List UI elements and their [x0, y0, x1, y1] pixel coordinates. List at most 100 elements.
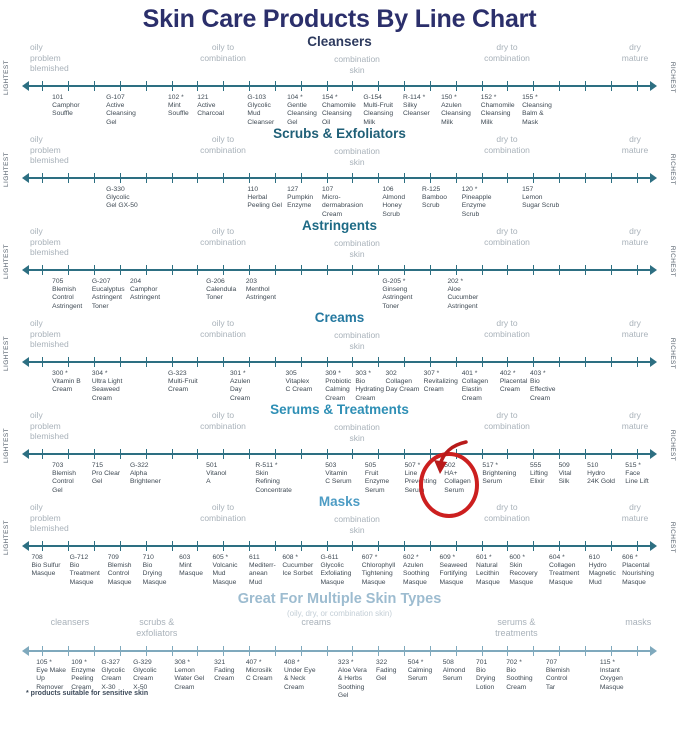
product-label[interactable]: 305 Vitaplex C Cream [286, 370, 313, 395]
product-label[interactable]: 309 * Probiotic Calming Cream [325, 370, 351, 403]
product-name: Blemish Control Gel [52, 470, 76, 494]
product-label[interactable]: 110 Herbal Peeling Gel [247, 186, 282, 211]
product-label[interactable]: 715 Pro Clear Gel [92, 462, 120, 487]
product-label[interactable]: 517 * Brightening Serum [482, 462, 516, 487]
product-label[interactable]: G-205 * Ginseng Astringent Toner [382, 278, 412, 311]
product-label[interactable]: 301 * Azulen Day Cream [230, 370, 250, 403]
product-label[interactable]: 702 * Bio Soothing Cream [506, 659, 532, 692]
product-label[interactable]: 501 Vitanol A [206, 462, 226, 487]
product-label[interactable]: 102 * Mint Souffle [168, 94, 189, 119]
product-label[interactable]: 402 * Placental Cream [500, 370, 528, 395]
product-name: Bio Treatment Masque [69, 562, 100, 586]
product-label[interactable]: 601 * Natural Lecithin Masque [476, 554, 500, 587]
product-label[interactable]: G-154 Multi-Fruit Cleansing Milk [363, 94, 393, 127]
product-label[interactable]: 603 Mint Masque [179, 554, 203, 579]
product-label[interactable]: 120 * Pineapple Enzyme Scrub [462, 186, 492, 219]
product-label[interactable]: 606 * Placental Nourishing Masque [622, 554, 654, 587]
product-label[interactable]: 107 Micro- dermabrasion Cream [322, 186, 363, 219]
product-label[interactable]: 509 Vital Silk [559, 462, 572, 487]
product-label[interactable]: 101 Camphor Souffle [52, 94, 80, 119]
product-axis [22, 80, 657, 92]
product-label[interactable]: 608 * Cucumber Ice Sorbet [282, 554, 313, 579]
product-label[interactable]: G-330 Glycolic Gel GX-50 [106, 186, 138, 211]
product-label[interactable]: 202 * Aloe Cucumber Astringent [447, 278, 478, 311]
product-label[interactable]: 607 * Chlorophyll Tightening Masque [362, 554, 395, 587]
product-label[interactable]: 408 * Under Eye & Neck Cream [284, 659, 316, 692]
product-label[interactable]: G-322 Alpha Brightener [130, 462, 161, 487]
product-label[interactable]: G-103 Glycolic Mud Cleanser [247, 94, 274, 127]
product-label[interactable]: 503 Vitamin C Serum [325, 462, 351, 487]
product-name: Aloe Cucumber Astringent [447, 286, 479, 310]
product-label[interactable]: 401 * Collagen Elastin Cream [462, 370, 488, 403]
product-label[interactable]: 304 * Ultra Light Seaweed Cream [92, 370, 122, 403]
product-label[interactable]: 127 Pumpkin Enzyme [287, 186, 313, 211]
product-label[interactable]: 611 Mediterr- anean Mud [249, 554, 276, 587]
product-label[interactable]: 115 * Instant Oxygen Masque [600, 659, 624, 692]
product-label[interactable]: 705 Blemish Control Astringent [52, 278, 82, 311]
product-name: Bio Soothing Cream [506, 667, 533, 691]
product-label[interactable]: R-125 Bamboo Scrub [422, 186, 447, 211]
product-label[interactable]: 710 Bio Drying Masque [143, 554, 167, 587]
product-label[interactable]: G-206 Calendula Toner [206, 278, 236, 303]
product-label[interactable]: 701 Bio Drying Lotion [476, 659, 495, 692]
product-label[interactable]: 515 * Face Line Lift [625, 462, 648, 487]
axis-tick [429, 449, 431, 459]
product-label[interactable]: 502 HA+ Collagen Serum [444, 462, 470, 495]
product-code: 600 * [509, 554, 525, 561]
product-label[interactable]: 504 * Calming Serum [408, 659, 433, 684]
product-name: Alpha Brightener [129, 470, 161, 486]
product-label[interactable]: G-611 Glycolic Exfoliating Masque [320, 554, 351, 587]
product-label[interactable]: 303 * Bio Hydrating Cream [355, 370, 384, 403]
product-label[interactable]: 609 * Seaweed Fortifying Masque [440, 554, 468, 587]
axis-tick [119, 646, 121, 656]
product-label[interactable]: 602 * Azulen Soothing Masque [403, 554, 429, 587]
product-label[interactable]: 321 Fading Cream [214, 659, 234, 684]
product-label[interactable]: G-207 Eucalyptus Astringent Toner [92, 278, 125, 311]
product-label[interactable]: 507 * Line Preventing Serum [405, 462, 437, 495]
product-label[interactable]: 104 * Gentle Cleansing Gel [287, 94, 317, 127]
product-label[interactable]: 605 * Volcanic Mud Masque [213, 554, 238, 587]
product-label[interactable]: 322 Fading Gel [376, 659, 396, 684]
product-label[interactable]: 610 Hydro Magnetic Mud [589, 554, 616, 587]
product-label[interactable]: 555 Lifting Elixir [530, 462, 548, 487]
product-label[interactable]: 150 * Azulen Cleansing Milk [441, 94, 471, 127]
axis-tick [352, 81, 354, 91]
product-label[interactable]: G-329 Glycolic Cream X-50 [133, 659, 156, 692]
product-label[interactable]: 307 * Revitalizing Cream [424, 370, 458, 395]
product-label[interactable]: 508 Almond Serum [443, 659, 466, 684]
product-label[interactable]: 157 Lemon Sugar Scrub [522, 186, 559, 211]
product-label[interactable]: 703 Blemish Control Gel [52, 462, 76, 495]
product-label[interactable]: 121 Active Charcoal [197, 94, 224, 119]
product-label[interactable]: R-511 * Skin Refining Concentrate [255, 462, 291, 495]
product-label[interactable]: 709 Blemish Control Masque [108, 554, 132, 587]
product-label[interactable]: G-323 Multi-Fruit Cream [168, 370, 198, 395]
product-label[interactable]: 505 Fruit Enzyme Serum [365, 462, 389, 495]
product-label[interactable]: 708 Bio Sulfur Masque [32, 554, 61, 579]
product-label[interactable]: 154 * Chamomile Cleansing Oil [322, 94, 356, 127]
axis-tick [455, 646, 457, 656]
product-label[interactable]: 155 * Cleansing Balm & Mask [522, 94, 552, 127]
product-label[interactable]: R-114 * Silky Cleanser [403, 94, 430, 119]
product-label[interactable]: 407 * Microsilk C Cream [246, 659, 273, 684]
product-label[interactable]: 403 * Bio Effective Cream [530, 370, 556, 403]
product-label[interactable]: 105 * Eye Make Up Remover [36, 659, 66, 692]
product-label[interactable]: 600 * Skin Recovery Masque [509, 554, 537, 587]
product-label[interactable]: 109 * Enzyme Peeling Cream [71, 659, 95, 692]
product-label[interactable]: 203 Menthol Astringent [246, 278, 276, 303]
product-label[interactable]: 323 * Aloe Vera & Herbs Soothing Gel [338, 659, 367, 700]
product-code: 610 [588, 554, 600, 561]
product-name: Cleansing Balm & Mask [522, 102, 552, 126]
product-label[interactable]: 604 * Collagen Treatment Masque [549, 554, 579, 587]
product-label[interactable]: 707 Blemish Control Tar [546, 659, 570, 692]
product-label[interactable]: 302 Collagen Day Cream [386, 370, 420, 395]
product-label[interactable]: G-107 Active Cleansing Gel [106, 94, 136, 127]
product-label[interactable]: G-712 Bio Treatment Masque [70, 554, 100, 587]
product-label[interactable]: 204 Camphor Astringent [130, 278, 160, 303]
product-label[interactable]: 300 * Vitamin B Cream [52, 370, 81, 395]
product-label[interactable]: 308 * Lemon Water Gel Cream [174, 659, 204, 692]
product-label[interactable]: G-327 Glycolic Cream X-30 [101, 659, 124, 692]
product-code: G-611 [320, 554, 339, 561]
product-label[interactable]: 510 Hydro 24K Gold [587, 462, 615, 487]
product-label[interactable]: 152 * Chamomile Cleansing Milk [481, 94, 515, 127]
product-label[interactable]: 106 Almond Honey Scrub [382, 186, 405, 219]
